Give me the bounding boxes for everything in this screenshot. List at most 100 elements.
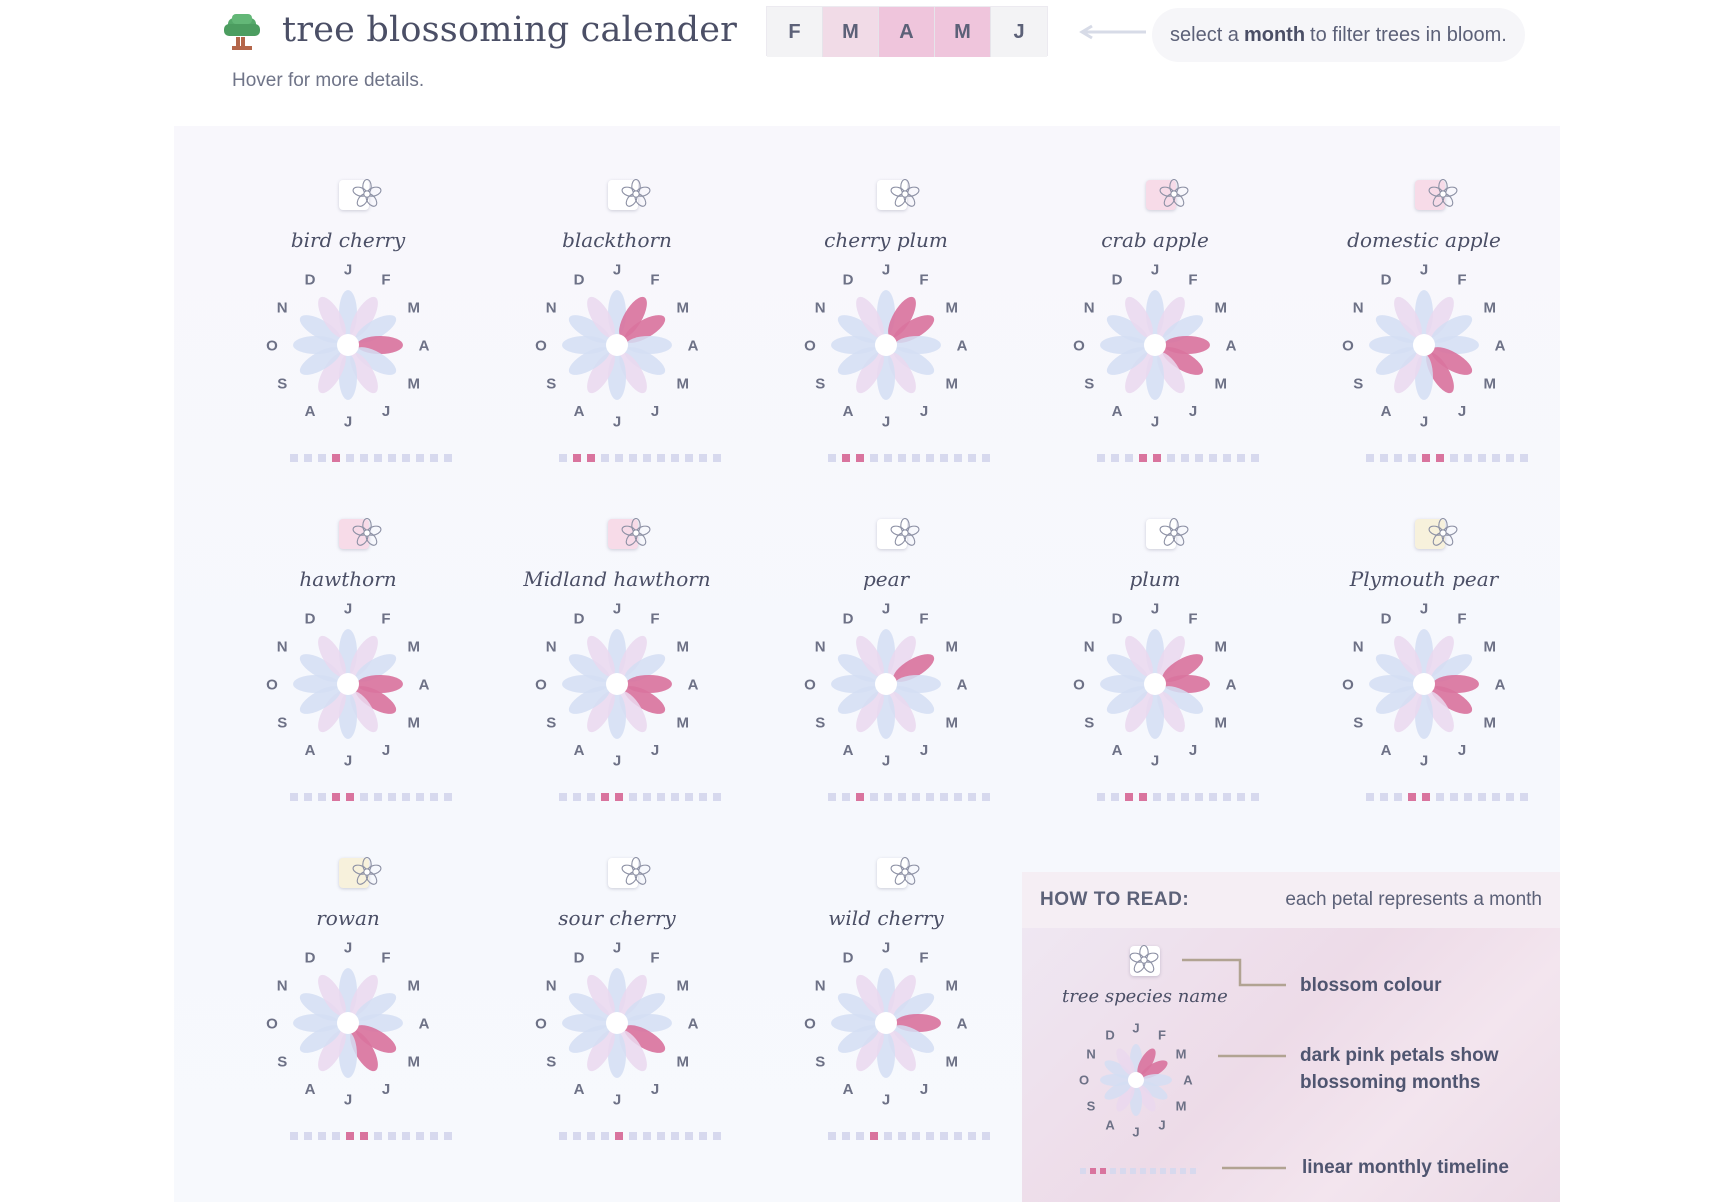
monthly-timeline	[1366, 793, 1528, 801]
flower-center	[1144, 334, 1166, 356]
arrow-left-icon	[1079, 24, 1146, 40]
month-label: O	[804, 1015, 816, 1032]
tree-card[interactable]: pear J F M A M J J A S O N D	[752, 463, 1020, 801]
month-label: M	[408, 375, 421, 392]
timeline-cell	[1422, 793, 1430, 801]
month-label: F	[381, 611, 390, 628]
petal	[856, 974, 884, 1016]
timeline-cell	[657, 454, 665, 462]
month-label: D	[843, 272, 854, 289]
month-label: J	[1158, 1118, 1165, 1133]
timeline-cell	[940, 1132, 948, 1140]
month-label: O	[1079, 1073, 1089, 1088]
month-label: F	[381, 950, 390, 967]
tree-card[interactable]: Midland hawthorn J F M A M J J A S O N D	[483, 463, 751, 801]
month-label: N	[1084, 299, 1095, 316]
month-filter-button[interactable]: F	[767, 7, 823, 57]
month-label: D	[1381, 272, 1392, 289]
timeline-cell	[416, 793, 424, 801]
petal-blossoming	[624, 1025, 666, 1053]
petal	[1394, 691, 1422, 733]
month-label: O	[1073, 676, 1085, 693]
month-filter-button[interactable]: M	[935, 7, 991, 57]
timeline-cell	[828, 454, 836, 462]
month-label: S	[546, 714, 556, 731]
petal	[587, 1030, 615, 1072]
timeline-cell	[898, 454, 906, 462]
month-label: J	[651, 403, 659, 420]
timeline-cell	[912, 1132, 920, 1140]
tree-card[interactable]: crab apple J F M A M J J A S O N D	[1021, 124, 1289, 462]
petal	[1125, 691, 1153, 733]
timeline-cell	[1464, 454, 1472, 462]
petal	[888, 352, 916, 394]
month-label: M	[946, 714, 959, 731]
blossom-center	[363, 529, 371, 537]
petal	[1394, 296, 1422, 338]
timeline-cell	[671, 793, 679, 801]
timeline-cell	[968, 454, 976, 462]
timeline-cell	[1181, 454, 1189, 462]
timeline-cell	[1251, 793, 1259, 801]
month-filter-button[interactable]: A	[879, 7, 935, 57]
timeline-cell	[374, 454, 382, 462]
timeline-cell	[1195, 793, 1203, 801]
timeline-cell	[360, 793, 368, 801]
tree-card[interactable]: Plymouth pear J F M A M J J A S O N D	[1290, 463, 1558, 801]
tree-card[interactable]: hawthorn J F M A M J J A S O N D	[214, 463, 482, 801]
timeline-cell	[1080, 1168, 1086, 1174]
timeline-cell	[884, 454, 892, 462]
month-label: D	[1112, 272, 1123, 289]
timeline-cell	[1237, 454, 1245, 462]
petal	[1125, 352, 1153, 394]
blossom-center	[363, 190, 371, 198]
timeline-cell	[388, 454, 396, 462]
legend-title: HOW TO READ:	[1040, 889, 1190, 910]
timeline-cell	[318, 793, 326, 801]
month-label: A	[957, 1015, 968, 1032]
month-label: O	[1342, 676, 1354, 693]
tree-card[interactable]: domestic apple J F M A M J J A S O N D	[1290, 124, 1558, 462]
blossom-icon	[352, 856, 382, 885]
month-label: M	[1215, 375, 1228, 392]
timeline-cell	[559, 1132, 567, 1140]
hint-prefix: select a	[1170, 23, 1239, 46]
month-label: J	[1420, 261, 1428, 278]
petal	[568, 1025, 610, 1053]
timeline-cell	[842, 793, 850, 801]
month-label: J	[882, 413, 890, 430]
month-filter-button[interactable]: J	[991, 7, 1047, 57]
month-label: A	[843, 742, 854, 759]
tree-card[interactable]: bird cherry J F M A M J J A S O N D	[214, 124, 482, 462]
timeline-cell	[416, 1132, 424, 1140]
tree-card[interactable]: cherry plum J F M A M J J A S O N D	[752, 124, 1020, 462]
timeline-cell	[1492, 793, 1500, 801]
petal	[318, 1030, 346, 1072]
petal	[1106, 654, 1148, 682]
tree-card[interactable]: sour cherry J F M A M J J A S O N D	[483, 802, 751, 1140]
timeline-cell	[601, 793, 609, 801]
tree-card[interactable]: rowan J F M A M J J A S O N D	[214, 802, 482, 1140]
month-label: J	[882, 939, 890, 956]
tree-card[interactable]: blackthorn J F M A M J J A S O N D	[483, 124, 751, 462]
tree-card[interactable]: plum J F M A M J J A S O N D	[1021, 463, 1289, 801]
monthly-timeline	[290, 454, 452, 462]
month-filter-button[interactable]: M	[823, 7, 879, 57]
month-label: N	[277, 977, 288, 994]
timeline-cell	[898, 1132, 906, 1140]
blossom-flower-chart: J F M A M J J A S O ND	[1342, 261, 1505, 430]
petal	[1375, 654, 1417, 682]
petal	[1140, 1081, 1168, 1100]
blossom-center	[632, 868, 640, 876]
petal-blossoming	[355, 686, 397, 714]
timeline-cell	[898, 793, 906, 801]
petal	[318, 352, 346, 394]
tree-card[interactable]: wild cherry J F M A M J J A S O N D	[752, 802, 1020, 1140]
petal	[619, 352, 647, 394]
petal	[624, 993, 666, 1021]
month-label: J	[344, 1091, 352, 1108]
timeline-cell	[346, 793, 354, 801]
petal	[1426, 691, 1454, 733]
tree-species-name: wild cherry	[828, 906, 944, 930]
petal	[624, 347, 666, 375]
